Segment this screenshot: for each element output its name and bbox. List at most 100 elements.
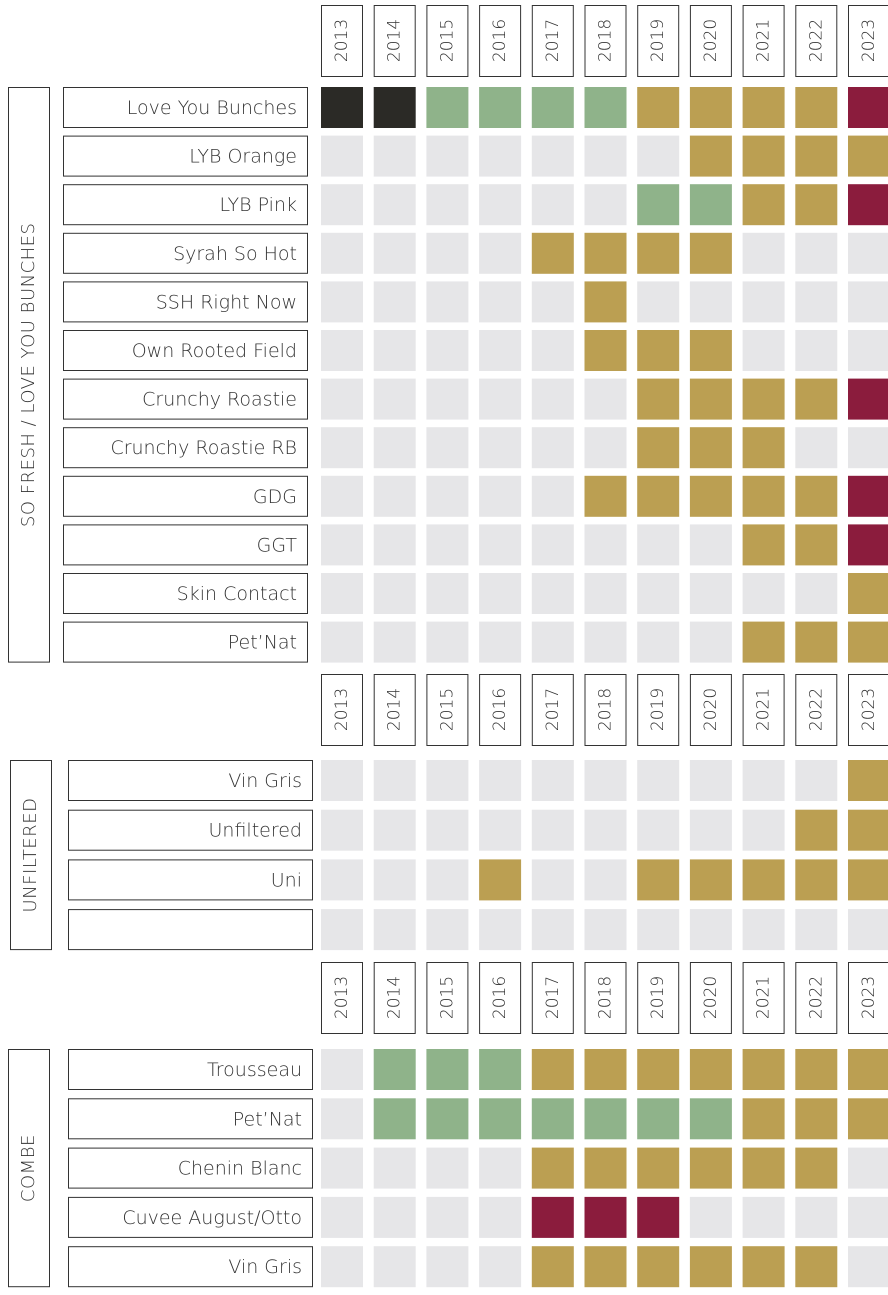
vintage-cell	[584, 1246, 627, 1288]
vintage-cell	[426, 378, 469, 420]
vintage-cell	[584, 184, 627, 226]
vintage-cell	[426, 621, 469, 663]
row-label-box	[68, 859, 313, 901]
vintage-cell	[426, 475, 469, 517]
vintage-cell	[531, 1246, 574, 1288]
vintage-cell	[848, 281, 888, 323]
vintage-cell	[426, 573, 469, 614]
vintage-cell	[742, 1246, 785, 1288]
vintage-cell	[848, 1196, 888, 1238]
vintage-cell	[742, 184, 785, 226]
vintage-cell	[742, 378, 785, 420]
vintage-cell	[479, 1098, 522, 1140]
vintage-cell	[321, 135, 363, 177]
vintage-cell	[637, 330, 680, 371]
year-box	[637, 674, 680, 746]
vintage-cell	[584, 281, 627, 323]
vintage-cell	[637, 859, 680, 901]
vintage-cell	[795, 524, 838, 566]
vintage-cell	[848, 427, 888, 469]
vintage-cell	[373, 281, 416, 323]
year-label: 2021	[754, 19, 774, 62]
vintage-cell	[426, 1049, 469, 1090]
row-label: Own Rooted Field	[132, 340, 297, 362]
year-box	[373, 674, 416, 746]
vintage-cell	[321, 1147, 363, 1189]
vintage-cell	[479, 909, 522, 951]
year-label: 2017	[543, 976, 563, 1019]
vintage-cell	[321, 1246, 363, 1288]
vintage-cell	[373, 573, 416, 614]
section-title: UNFILTERED	[20, 798, 41, 913]
vintage-cell	[689, 573, 732, 614]
vintage-cell	[689, 1147, 732, 1189]
vintage-cell	[373, 859, 416, 901]
vintage-cell	[373, 232, 416, 274]
vintage-cell	[584, 524, 627, 566]
row-label-box	[68, 1246, 313, 1288]
row-label: GGT	[257, 534, 298, 556]
vintage-cell	[321, 184, 363, 226]
vintage-cell	[637, 1049, 680, 1090]
vintage-cell	[848, 330, 888, 371]
vintage-cell	[373, 524, 416, 566]
vintage-cell	[373, 1246, 416, 1288]
vintage-cell	[321, 475, 363, 517]
vintage-cell	[321, 1196, 363, 1238]
vintage-cell	[479, 621, 522, 663]
year-label: 2016	[490, 976, 510, 1019]
vintage-cell	[848, 475, 888, 517]
year-label: 2013	[332, 19, 352, 62]
row-label-box	[63, 87, 308, 128]
row-label-box	[63, 427, 308, 469]
row-label: Skin Contact	[177, 583, 297, 605]
row-label: Syrah So Hot	[173, 243, 297, 265]
vintage-cell	[373, 809, 416, 851]
vintage-cell	[531, 475, 574, 517]
year-label: 2015	[437, 19, 457, 62]
vintage-cell	[795, 184, 838, 226]
year-label: 2017	[543, 19, 563, 62]
vintage-cell	[531, 859, 574, 901]
vintage-cell	[742, 809, 785, 851]
vintage-cell	[531, 281, 574, 323]
vintage-cell	[479, 281, 522, 323]
vintage-cell	[426, 1147, 469, 1189]
vintage-cell	[479, 427, 522, 469]
vintage-cell	[584, 1147, 627, 1189]
vintage-cell	[689, 330, 732, 371]
vintage-cell	[689, 524, 732, 566]
vintage-cell	[531, 909, 574, 951]
vintage-cell	[479, 760, 522, 801]
vintage-cell	[479, 573, 522, 614]
year-label: 2013	[332, 976, 352, 1019]
vintage-cell	[637, 135, 680, 177]
vintage-cell	[321, 573, 363, 614]
year-label: 2022	[806, 19, 826, 62]
vintage-cell	[742, 573, 785, 614]
row-label-box	[68, 909, 313, 951]
vintage-cell	[637, 573, 680, 614]
vintage-cell	[426, 427, 469, 469]
row-label-box	[68, 760, 313, 801]
year-label: 2019	[648, 976, 668, 1019]
vintage-cell	[848, 621, 888, 663]
vintage-cell	[689, 909, 732, 951]
vintage-cell	[584, 427, 627, 469]
year-label: 2016	[490, 19, 510, 62]
vintage-cell	[426, 1196, 469, 1238]
vintage-cell	[321, 1049, 363, 1090]
vintage-cell	[531, 427, 574, 469]
year-box	[742, 5, 785, 77]
vintage-cell	[584, 475, 627, 517]
row-label: GDG	[253, 486, 297, 508]
year-box	[584, 5, 627, 77]
vintage-cell	[584, 1049, 627, 1090]
year-label: 2019	[648, 19, 668, 62]
year-box	[795, 962, 838, 1034]
vintage-cell	[637, 1196, 680, 1238]
vintage-cell	[795, 281, 838, 323]
vintage-cell	[531, 573, 574, 614]
row-label-box	[63, 573, 308, 614]
vintage-cell	[795, 573, 838, 614]
